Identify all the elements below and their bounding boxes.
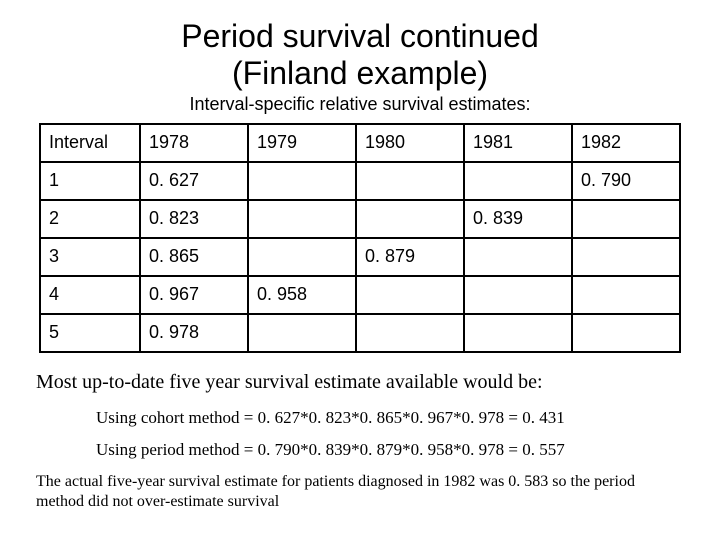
cell: 0. 865 <box>140 238 248 276</box>
cell: 0. 823 <box>140 200 248 238</box>
table-row: 2 0. 823 0. 839 <box>40 200 680 238</box>
cell: 5 <box>40 314 140 352</box>
cell <box>572 314 680 352</box>
cohort-method-text: Using cohort method = 0. 627*0. 823*0. 8… <box>96 408 684 428</box>
cell <box>248 238 356 276</box>
table-header-row: Interval 1978 1979 1980 1981 1982 <box>40 124 680 162</box>
cell <box>356 200 464 238</box>
cell <box>464 162 572 200</box>
cell <box>572 238 680 276</box>
col-1978: 1978 <box>140 124 248 162</box>
col-1980: 1980 <box>356 124 464 162</box>
cell <box>248 314 356 352</box>
cell <box>356 276 464 314</box>
table-row: 3 0. 865 0. 879 <box>40 238 680 276</box>
cell: 3 <box>40 238 140 276</box>
col-interval: Interval <box>40 124 140 162</box>
cell <box>356 314 464 352</box>
cell: 0. 967 <box>140 276 248 314</box>
survival-table: Interval 1978 1979 1980 1981 1982 1 0. 6… <box>39 123 681 353</box>
cell <box>248 200 356 238</box>
col-1979: 1979 <box>248 124 356 162</box>
cell <box>464 276 572 314</box>
col-1982: 1982 <box>572 124 680 162</box>
cell <box>464 238 572 276</box>
cell <box>572 276 680 314</box>
slide-title: Period survival continued (Finland examp… <box>30 18 690 92</box>
cell: 0. 839 <box>464 200 572 238</box>
title-line-1: Period survival continued <box>181 18 539 54</box>
period-method-text: Using period method = 0. 790*0. 839*0. 8… <box>96 440 684 460</box>
col-1981: 1981 <box>464 124 572 162</box>
slide-subtitle: Interval-specific relative survival esti… <box>30 94 690 115</box>
cell: 0. 958 <box>248 276 356 314</box>
cell <box>464 314 572 352</box>
cell: 0. 790 <box>572 162 680 200</box>
cell: 2 <box>40 200 140 238</box>
slide: Period survival continued (Finland examp… <box>0 0 720 540</box>
title-line-2: (Finland example) <box>232 55 488 91</box>
table-row: 5 0. 978 <box>40 314 680 352</box>
cell: 0. 978 <box>140 314 248 352</box>
intro-text: Most up-to-date five year survival estim… <box>36 371 684 394</box>
cell <box>356 162 464 200</box>
cell: 4 <box>40 276 140 314</box>
cell <box>248 162 356 200</box>
conclusion-text: The actual five-year survival estimate f… <box>36 472 684 512</box>
cell: 1 <box>40 162 140 200</box>
cell: 0. 879 <box>356 238 464 276</box>
table-row: 1 0. 627 0. 790 <box>40 162 680 200</box>
cell: 0. 627 <box>140 162 248 200</box>
cell <box>572 200 680 238</box>
table-row: 4 0. 967 0. 958 <box>40 276 680 314</box>
